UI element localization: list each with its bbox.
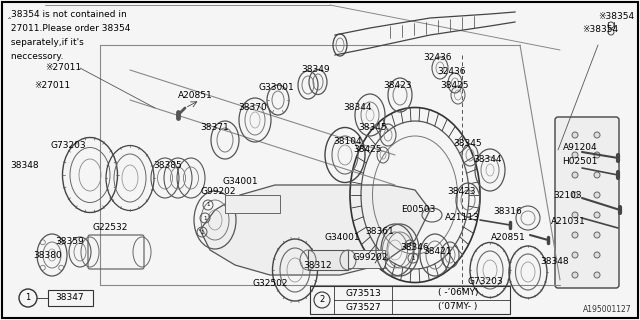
Circle shape xyxy=(572,192,578,198)
Text: A91204: A91204 xyxy=(563,143,597,153)
Text: H02501: H02501 xyxy=(563,157,598,166)
Text: 38348: 38348 xyxy=(11,161,39,170)
Text: 38348: 38348 xyxy=(541,258,570,267)
Text: neccessory.: neccessory. xyxy=(8,52,63,61)
Text: (’07MY- ): (’07MY- ) xyxy=(438,302,477,311)
Text: G73527: G73527 xyxy=(345,302,381,311)
Circle shape xyxy=(594,132,600,138)
Text: ※38354: ※38354 xyxy=(582,26,618,35)
Circle shape xyxy=(572,232,578,238)
FancyBboxPatch shape xyxy=(330,250,385,268)
Text: 38423: 38423 xyxy=(448,188,476,196)
Text: G73203: G73203 xyxy=(467,277,503,286)
Text: 38345: 38345 xyxy=(454,139,483,148)
Text: 38344: 38344 xyxy=(474,156,502,164)
FancyBboxPatch shape xyxy=(555,117,619,288)
Text: 1: 1 xyxy=(26,293,31,302)
Text: A20851: A20851 xyxy=(178,91,212,100)
Text: 1: 1 xyxy=(206,203,210,207)
Text: 32436: 32436 xyxy=(424,52,452,61)
Text: G73203: G73203 xyxy=(50,140,86,149)
Circle shape xyxy=(572,152,578,158)
Circle shape xyxy=(594,252,600,258)
Text: 32103: 32103 xyxy=(554,190,582,199)
Text: G73513: G73513 xyxy=(345,289,381,298)
Text: 38385: 38385 xyxy=(154,161,182,170)
Text: 38104: 38104 xyxy=(333,138,362,147)
Text: separately,if it's: separately,if it's xyxy=(8,38,84,47)
Text: 38347: 38347 xyxy=(56,293,84,302)
Text: ※27011: ※27011 xyxy=(45,63,81,73)
Text: ‸38354 is not contained in: ‸38354 is not contained in xyxy=(8,10,127,19)
Circle shape xyxy=(594,152,600,158)
Text: G22532: G22532 xyxy=(92,223,128,233)
Circle shape xyxy=(572,272,578,278)
Circle shape xyxy=(572,132,578,138)
Text: G34001: G34001 xyxy=(324,234,360,243)
Text: 1: 1 xyxy=(408,243,412,247)
Text: ( -’06MY): ( -’06MY) xyxy=(438,289,478,298)
Circle shape xyxy=(594,272,600,278)
Text: ※27011: ※27011 xyxy=(34,81,70,90)
Text: 38371: 38371 xyxy=(200,124,229,132)
Polygon shape xyxy=(200,185,430,275)
Text: A20851: A20851 xyxy=(491,234,525,243)
Text: 38316: 38316 xyxy=(493,207,522,217)
Circle shape xyxy=(572,172,578,178)
Text: G99202: G99202 xyxy=(200,188,236,196)
Text: 38421: 38421 xyxy=(424,247,452,257)
Text: 38425: 38425 xyxy=(354,146,382,155)
Text: 32436: 32436 xyxy=(438,68,467,76)
Circle shape xyxy=(572,212,578,218)
Text: A21031: A21031 xyxy=(550,218,586,227)
Text: 1: 1 xyxy=(204,215,207,220)
Text: 38361: 38361 xyxy=(365,228,394,236)
Circle shape xyxy=(594,212,600,218)
Text: 38359: 38359 xyxy=(56,237,84,246)
Text: 38370: 38370 xyxy=(239,103,268,113)
Text: 38346: 38346 xyxy=(401,244,429,252)
Text: 38344: 38344 xyxy=(344,103,372,113)
Text: 38425: 38425 xyxy=(441,81,469,90)
Text: E00503: E00503 xyxy=(401,205,435,214)
Text: 38423: 38423 xyxy=(384,81,412,90)
Circle shape xyxy=(572,252,578,258)
Text: A21113: A21113 xyxy=(445,213,479,222)
FancyBboxPatch shape xyxy=(225,195,280,213)
Text: 38345: 38345 xyxy=(358,124,387,132)
Text: 38349: 38349 xyxy=(301,66,330,75)
Text: 38312: 38312 xyxy=(304,260,332,269)
Circle shape xyxy=(594,172,600,178)
Circle shape xyxy=(594,232,600,238)
Text: A195001127: A195001127 xyxy=(584,305,632,314)
Text: 1: 1 xyxy=(200,229,204,235)
Text: 27011.Please order 38354: 27011.Please order 38354 xyxy=(8,24,131,33)
FancyBboxPatch shape xyxy=(308,250,348,270)
Text: G99202: G99202 xyxy=(352,253,388,262)
Text: G34001: G34001 xyxy=(222,177,258,186)
Text: 1: 1 xyxy=(412,255,415,260)
Text: 2: 2 xyxy=(319,295,324,305)
Text: G33001: G33001 xyxy=(258,84,294,92)
Text: G32502: G32502 xyxy=(252,279,288,289)
Circle shape xyxy=(594,192,600,198)
Text: 38380: 38380 xyxy=(34,251,62,260)
Text: ※38354: ※38354 xyxy=(598,12,634,21)
